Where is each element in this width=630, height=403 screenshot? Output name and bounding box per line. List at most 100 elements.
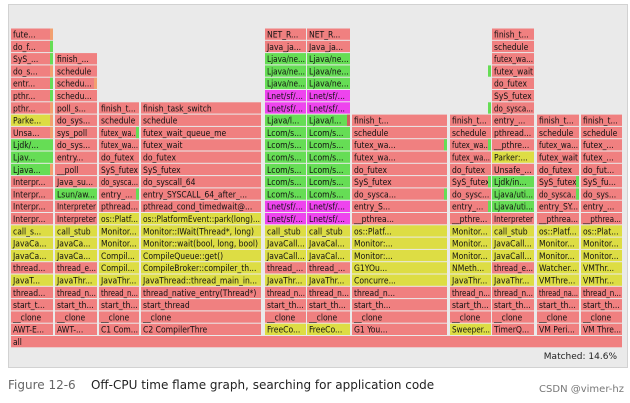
frame-rect[interactable] [307,53,350,65]
frame-sliver[interactable] [488,139,491,151]
frame-rect[interactable] [265,90,306,102]
frame-rect[interactable] [537,299,579,311]
frame-rect[interactable] [55,163,97,176]
frame-rect[interactable] [141,126,261,139]
frame-rect[interactable] [11,188,53,200]
frame-rect[interactable] [55,188,97,200]
frame-rect[interactable] [581,249,622,262]
frame-rect[interactable] [307,249,350,262]
frame-rect[interactable] [307,213,350,225]
frame-rect[interactable] [492,102,534,114]
frame-rect[interactable] [11,139,53,151]
frame-rect[interactable] [141,274,261,286]
frame-sliver[interactable] [50,65,53,77]
frame-rect[interactable] [492,274,534,286]
frame-rect[interactable] [537,163,579,176]
frame-rect[interactable] [450,151,491,163]
frame-rect[interactable] [307,286,350,299]
frame-rect[interactable] [352,299,447,311]
frame-rect[interactable] [55,225,97,237]
frame-rect[interactable] [11,225,53,237]
frame-rect[interactable] [99,126,139,139]
frame-rect[interactable] [537,237,579,249]
frame-rect[interactable] [307,188,350,200]
frame-rect[interactable] [55,77,97,89]
frame-rect[interactable] [55,102,97,114]
frame-rect[interactable] [265,237,306,249]
frame-rect[interactable] [581,286,622,299]
frame-sliver[interactable] [488,176,491,188]
frame-rect[interactable] [55,65,97,77]
frame-rect[interactable] [581,274,622,286]
frame-rect[interactable] [141,114,261,126]
frame-sliver[interactable] [50,163,53,176]
frame-rect[interactable] [307,176,350,188]
frame-rect[interactable] [581,139,622,151]
frame-rect[interactable] [307,225,350,237]
frame-rect[interactable] [11,213,53,225]
frame-rect[interactable] [492,163,534,176]
frame-rect[interactable] [450,274,491,286]
frame-rect[interactable] [492,28,534,40]
frame-rect[interactable] [492,90,534,102]
frame-rect[interactable] [99,102,139,114]
frame-sliver[interactable] [576,176,579,188]
frame-rect[interactable] [492,176,534,188]
frame-rect[interactable] [11,151,53,163]
frame-rect[interactable] [99,249,139,262]
frame-rect[interactable] [99,237,139,249]
frame-sliver[interactable] [50,102,53,114]
frame-rect[interactable] [537,151,579,163]
frame-rect[interactable] [537,249,579,262]
frame-rect[interactable] [141,200,261,212]
frame-rect[interactable] [141,311,261,323]
frame-sliver[interactable] [50,126,53,139]
frame-rect[interactable] [352,249,447,262]
frame-sliver[interactable] [444,188,447,200]
frame-rect[interactable] [307,311,350,323]
frame-rect[interactable] [55,237,97,249]
frame-rect[interactable] [11,77,53,89]
frame-rect[interactable] [265,40,306,53]
frame-rect[interactable] [581,262,622,274]
frame-rect[interactable] [11,299,53,311]
frame-sliver[interactable] [444,139,447,151]
frame-rect[interactable] [352,286,447,299]
frame-rect[interactable] [492,262,534,274]
frame-sliver[interactable] [136,188,139,200]
frame-rect[interactable] [265,114,306,126]
frame-rect[interactable] [352,188,447,200]
frame-rect[interactable] [55,213,97,225]
frame-rect[interactable] [307,163,350,176]
frame-rect[interactable] [352,213,447,225]
frame-rect[interactable] [11,90,53,102]
frame-rect[interactable] [265,286,306,299]
frame-rect[interactable] [307,114,350,126]
frame-rect[interactable] [141,262,261,274]
frame-rect[interactable] [141,213,261,225]
frame-rect[interactable] [55,323,97,335]
frame-rect[interactable] [492,249,534,262]
frame-rect[interactable] [265,28,306,40]
frame-rect[interactable] [450,237,491,249]
frame-rect[interactable] [307,90,350,102]
frame-rect[interactable] [537,323,579,335]
frame-rect[interactable] [450,249,491,262]
frame-rect[interactable] [141,139,261,151]
frame-rect[interactable] [55,299,97,311]
frame-rect[interactable] [492,139,534,151]
frame-rect[interactable] [537,176,579,188]
frame-rect[interactable] [55,200,97,212]
frame-rect[interactable] [11,102,53,114]
frame-sliver[interactable] [50,151,53,163]
frame-sliver[interactable] [488,65,491,77]
frame-rect[interactable] [99,176,139,188]
frame-rect[interactable] [265,311,306,323]
frame-rect[interactable] [99,151,139,163]
frame-rect[interactable] [55,274,97,286]
frame-rect[interactable] [11,28,53,40]
frame-rect[interactable] [307,274,350,286]
frame-rect[interactable] [55,151,97,163]
frame-rect[interactable] [99,163,139,176]
frame-rect[interactable] [492,77,534,89]
